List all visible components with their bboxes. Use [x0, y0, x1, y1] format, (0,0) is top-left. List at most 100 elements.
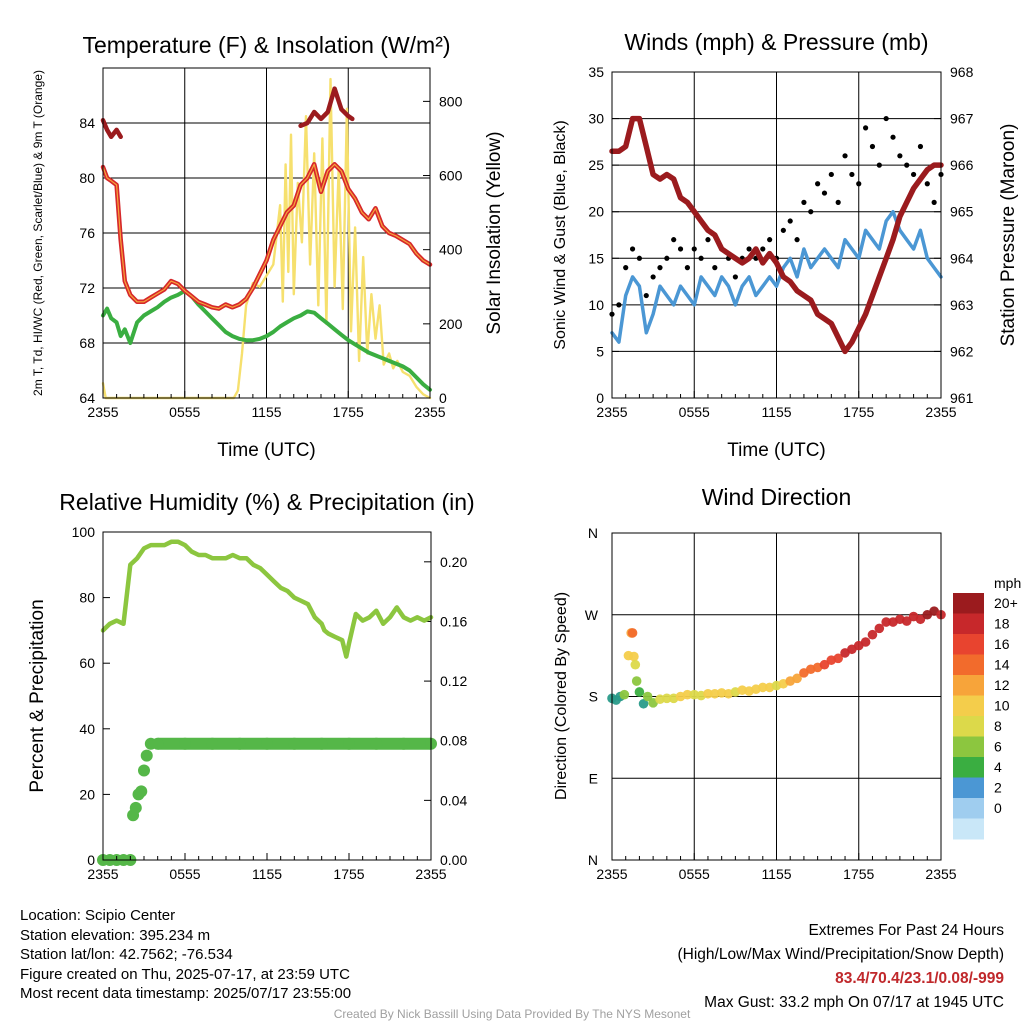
- y-right-tick-label: 0.16: [440, 613, 467, 629]
- gust-point: [643, 292, 649, 299]
- speed-colorbar: mph 20+ 18 16 14 12 10 8 6 4 2 0: [953, 575, 1021, 840]
- gust-point: [835, 199, 841, 205]
- heat-index-line: [298, 86, 355, 129]
- x-tick-label: 2355: [925, 404, 956, 420]
- t9m-line: [102, 163, 431, 310]
- x-tick-label: 1155: [761, 866, 791, 882]
- direction-tick-label: N: [588, 525, 598, 541]
- x-tick-label: 2355: [596, 866, 627, 882]
- gust-point: [910, 171, 917, 178]
- recent-data-timestamp: Most recent data timestamp: 2025/07/17 2…: [20, 985, 352, 1003]
- y-tick-label: 80: [79, 170, 95, 186]
- precip-point: [233, 737, 246, 750]
- colorbar-label: 16: [994, 636, 1010, 652]
- colorbar-band: [953, 757, 984, 778]
- x-tick-label: 1155: [251, 404, 281, 420]
- x-tick-label: 2355: [596, 404, 627, 420]
- station-elevation: Station elevation: 395.234 m: [20, 926, 211, 944]
- gust-point: [732, 274, 738, 280]
- y-right-tick-label: 0.00: [440, 852, 467, 868]
- gust-point: [849, 171, 855, 178]
- x-tick-label: 1755: [843, 866, 874, 882]
- y-right-tick-label: 962: [950, 343, 974, 359]
- gust-point: [767, 237, 773, 243]
- y-tick-label: 25: [588, 157, 604, 173]
- gust-point: [794, 237, 800, 243]
- precip-point: [140, 749, 153, 762]
- direction-point: [631, 676, 642, 686]
- colorbar-band: [953, 798, 984, 819]
- y-tick-label: 100: [72, 524, 96, 540]
- gust-point: [712, 265, 718, 271]
- x-tick-label: 0555: [679, 404, 710, 420]
- colorbar-label: 10: [994, 698, 1010, 714]
- y-axis-label-right: Solar Insolation (Yellow): [484, 131, 505, 334]
- y-tick-label: 72: [79, 280, 95, 296]
- direction-point: [819, 659, 830, 670]
- direction-point: [638, 698, 649, 709]
- chart-title: Temperature (F) & Insolation (W/m²): [82, 32, 450, 58]
- gust-point: [616, 302, 622, 308]
- gust-point: [650, 274, 656, 280]
- gust-point: [623, 265, 629, 271]
- direction-point: [757, 682, 768, 693]
- gust-point: [917, 143, 924, 150]
- direction-point: [867, 629, 878, 640]
- y-tick-label: 20: [79, 786, 95, 802]
- colorbar-label: 14: [994, 657, 1010, 673]
- x-tick-label: 2355: [925, 866, 956, 882]
- gust-point: [897, 153, 903, 159]
- direction-point: [792, 673, 802, 684]
- y-tick-label: 20: [588, 204, 604, 220]
- x-tick-label: 0555: [169, 866, 200, 882]
- extremes-title: Extremes For Past 24 Hours: [808, 922, 1004, 939]
- x-tick-label: 1155: [252, 866, 282, 882]
- y-right-tick-label: 0.08: [440, 733, 467, 749]
- gust-point: [869, 143, 876, 150]
- x-tick-label: 0555: [169, 404, 200, 420]
- heat-index-line: [100, 117, 123, 140]
- winds-pressure-chart: Winds (mph) & Pressure (mb) 0 5 10 15 20 25 30 3…: [552, 29, 1019, 461]
- x-axis-label: Time (UTC): [727, 440, 826, 461]
- y-tick-label: 0: [596, 390, 604, 406]
- y-tick-label: 5: [596, 343, 604, 359]
- x-tick-label: 2355: [414, 404, 445, 420]
- precip-point: [261, 737, 273, 750]
- gust-point: [691, 246, 697, 252]
- direction-point: [619, 689, 630, 700]
- gust-point: [931, 199, 937, 205]
- y-tick-label: 10: [588, 297, 604, 313]
- colorbar-unit: mph: [994, 575, 1021, 591]
- gust-point: [863, 125, 869, 131]
- y-tick-label: 84: [79, 115, 95, 131]
- precip-point: [138, 764, 150, 777]
- y-tick-label: 40: [79, 721, 95, 737]
- colorbar-band: [953, 695, 984, 717]
- colorbar-band: [953, 675, 984, 696]
- y-right-tick-label: 600: [439, 168, 463, 184]
- y-right-tick-label: 963: [950, 297, 974, 313]
- colorbar-label: 4: [994, 759, 1002, 775]
- station-info: Location: Scipio Center Station elevatio…: [20, 906, 351, 1004]
- y-right-tick-label: 400: [439, 242, 463, 258]
- colorbar-label: 8: [994, 718, 1002, 734]
- direction-point: [833, 653, 843, 664]
- y-tick-label: 64: [79, 390, 95, 406]
- y-right-tick-label: 965: [950, 204, 974, 220]
- y-right-tick-label: 967: [950, 111, 974, 127]
- temperature-insolation-chart: Temperature (F) & Insolation (W/m²) 64 68 7…: [31, 32, 505, 461]
- precip-point: [370, 737, 383, 750]
- gust-point: [698, 255, 704, 261]
- gust-point: [671, 237, 677, 243]
- station-latlon: Station lat/lon: 42.7562; -76.534: [20, 946, 233, 964]
- x-tick-label: 1755: [333, 404, 364, 420]
- x-tick-label: 1755: [843, 404, 874, 420]
- y-tick-label: 35: [588, 64, 604, 80]
- direction-point: [629, 651, 639, 662]
- colorbar-label: 2: [994, 780, 1002, 796]
- y-right-tick-label: 0: [439, 390, 447, 406]
- max-gust: Max Gust: 33.2 mph On 07/17 at 1945 UTC: [704, 994, 1004, 1011]
- x-axis-label: Time (UTC): [217, 440, 316, 461]
- colorbar-label: 0: [994, 800, 1002, 816]
- colorbar-band: [953, 593, 984, 614]
